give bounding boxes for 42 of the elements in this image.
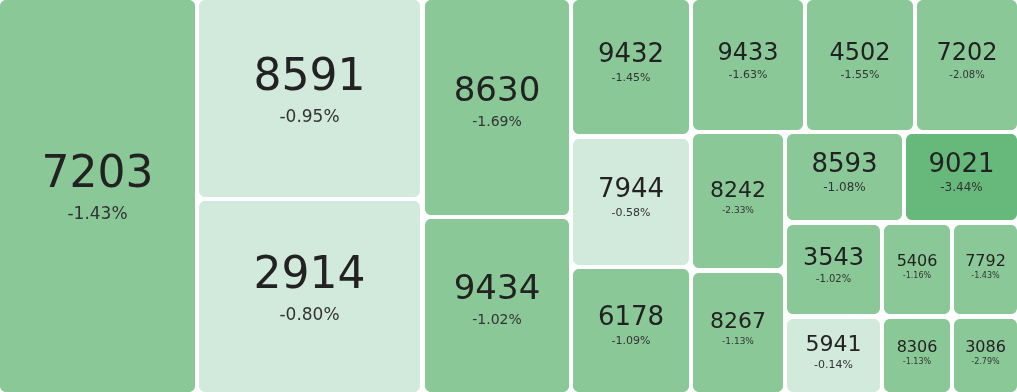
category-label: 8593 [811,147,878,178]
data-label: -3.44% [940,180,983,195]
data-label: -1.02% [472,310,522,327]
category-label: 7944 [597,172,665,203]
category-label: 2914 [253,246,366,298]
data-label: -1.09% [611,334,651,348]
category-label: 7792 [965,251,1006,271]
data-label: -1.16% [902,271,932,281]
category-label: 3543 [802,242,865,271]
data-label: -2.33% [722,204,755,215]
data-label: -1.55% [840,68,880,81]
category-label: 9432 [597,37,665,68]
data-label: -1.02% [815,273,852,285]
data-label: -0.14% [814,357,853,371]
category-label: 8630 [453,68,541,109]
data-label: -1.45% [611,70,651,84]
category-label: 5406 [896,251,938,271]
data-label: -1.13% [722,336,755,347]
category-label: 6178 [597,301,665,332]
data-label: -0.58% [611,205,651,219]
data-label: -2.08% [949,68,985,80]
category-label: 9434 [453,266,541,307]
data-label: -1.63% [728,68,768,81]
category-label: 8267 [710,308,766,334]
data-label: -0.95% [279,105,340,126]
data-label: -1.08% [823,180,866,195]
data-label: -1.69% [472,112,522,129]
category-label: 7202 [936,38,998,67]
data-label: -1.43% [67,203,128,224]
category-label: 5941 [805,331,862,357]
category-label: 8242 [710,176,766,202]
category-label: 8591 [253,48,366,100]
category-label: 4502 [829,38,891,67]
data-label: -0.80% [279,303,340,324]
category-label: 3086 [965,337,1006,357]
data-label: -2.79% [971,357,1001,367]
data-label: -1.43% [971,271,1001,281]
data-label: -1.13% [902,357,932,367]
category-label: 9021 [928,147,995,178]
category-label: 9433 [717,38,779,67]
category-label: 8306 [896,337,938,357]
category-label: 7203 [41,146,154,198]
